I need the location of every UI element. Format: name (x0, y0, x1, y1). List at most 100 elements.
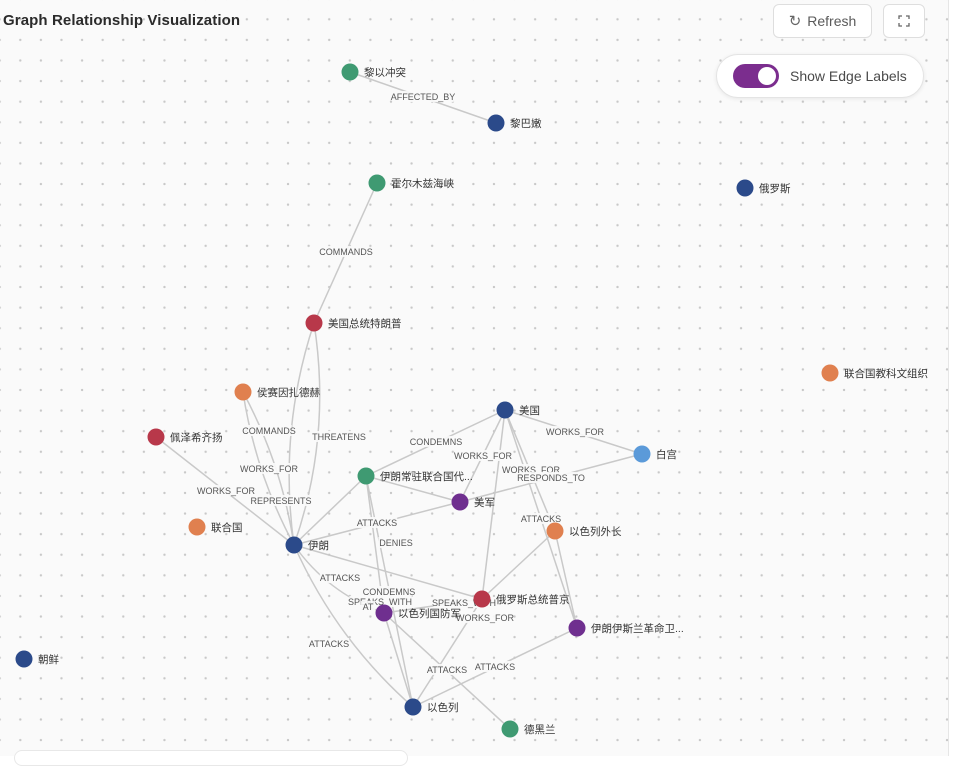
graph-node[interactable]: 白宫 (633, 445, 678, 463)
node-circle[interactable] (15, 650, 33, 668)
graph-node[interactable]: 美国总统特朗普 (305, 314, 402, 332)
graph-node[interactable]: 联合国 (188, 518, 243, 536)
node-label: 德黑兰 (524, 723, 556, 736)
node-circle[interactable] (496, 401, 514, 419)
edge-label: WORKS_FOR (197, 486, 256, 496)
node-circle[interactable] (821, 364, 839, 382)
fullscreen-icon (898, 15, 910, 27)
edge-label-background (433, 597, 495, 608)
node-circle[interactable] (451, 493, 469, 511)
refresh-icon: ↻ (788, 13, 802, 30)
graph-node[interactable]: 黎巴嫩 (487, 114, 542, 132)
edge-label: WORKS_FOR (546, 427, 605, 437)
edge-label-background (392, 91, 454, 102)
node-circle[interactable] (736, 179, 754, 197)
edge-label: RESPONDS_TO (517, 473, 585, 483)
edge-label: WORKS_FOR (454, 451, 513, 461)
edge-label: ATTACKS (357, 518, 397, 528)
graph-node[interactable]: 侯赛因扎德赫 (234, 383, 321, 401)
switch-knob (758, 67, 776, 85)
node-circle[interactable] (305, 314, 323, 332)
graph-node[interactable]: 伊朗常驻联合国代... (357, 467, 473, 485)
edge-label-background (413, 436, 459, 447)
graph-node[interactable]: 美军 (451, 493, 496, 511)
graph-node[interactable]: 黎以冲突 (341, 63, 407, 81)
graph-node[interactable]: 以色列国防军 (375, 604, 462, 622)
edge-label-background (246, 425, 292, 436)
node-circle[interactable] (341, 63, 359, 81)
node-label: 黎以冲突 (364, 66, 406, 79)
scrollbar-track[interactable] (948, 0, 960, 756)
graph-edge[interactable] (481, 530, 556, 600)
graph-edge[interactable] (293, 475, 367, 546)
edge-label: ATTACKS (309, 639, 349, 649)
edge-label: WORKS_FOR (240, 464, 299, 474)
graph-node[interactable]: 以色列 (404, 698, 459, 716)
node-circle[interactable] (368, 174, 386, 192)
edge-label-background (308, 638, 350, 649)
edge-label-background (457, 450, 509, 461)
graph-node[interactable]: 伊朗伊斯兰革命卫... (568, 619, 684, 637)
graph-edge[interactable] (293, 544, 483, 600)
graph-node[interactable]: 伊朗 (285, 536, 330, 554)
graph-node[interactable]: 霍尔木兹海峡 (368, 174, 455, 192)
graph-edge[interactable] (383, 612, 414, 708)
edge-label-background (360, 601, 376, 612)
node-circle[interactable] (404, 698, 422, 716)
graph-edge[interactable] (412, 598, 483, 708)
edge-labels-switch[interactable] (733, 64, 779, 88)
node-circle[interactable] (633, 445, 651, 463)
edge-label-background (549, 426, 601, 437)
fullscreen-button[interactable] (883, 4, 925, 38)
node-label: 联合国 (211, 521, 243, 534)
edge-label-background (459, 612, 511, 623)
graph-canvas[interactable] (0, 0, 948, 756)
graph-node[interactable]: 俄罗斯 (736, 179, 791, 197)
node-circle[interactable] (568, 619, 586, 637)
graph-node[interactable]: 佩泽希齐扬 (147, 428, 223, 446)
graph-node[interactable]: 俄罗斯总统普京 (473, 590, 570, 608)
edge-label: AT (363, 602, 374, 612)
edge-label-background (313, 431, 365, 442)
edge-label-background (356, 517, 398, 528)
node-circle[interactable] (501, 720, 519, 738)
node-circle[interactable] (546, 522, 564, 540)
refresh-button[interactable]: ↻ Refresh (773, 4, 872, 38)
node-label: 美国总统特朗普 (328, 317, 402, 330)
graph-edge[interactable] (365, 475, 461, 503)
edge-label-background (520, 472, 582, 483)
node-label: 俄罗斯 (759, 182, 791, 195)
node-circle[interactable] (285, 536, 303, 554)
edge-label-background (253, 495, 309, 506)
graph-edge[interactable] (293, 544, 414, 708)
node-circle[interactable] (147, 428, 165, 446)
graph-node[interactable]: 联合国教科文组织 (821, 364, 929, 382)
node-circle[interactable] (234, 383, 252, 401)
node-label: 俄罗斯总统普京 (496, 593, 570, 606)
refresh-label: Refresh (807, 13, 857, 29)
node-label: 佩泽希齐扬 (170, 431, 223, 444)
graph-node[interactable]: 德黑兰 (501, 720, 556, 738)
edge-label: ATTACKS (320, 573, 360, 583)
graph-edge[interactable] (481, 409, 506, 600)
edge-label: ATTACKS (521, 514, 561, 524)
node-circle[interactable] (375, 604, 393, 622)
edge-label: AFFECTED_BY (391, 92, 456, 102)
graph-node[interactable]: 朝鲜 (15, 650, 60, 668)
page-title: Graph Relationship Visualization (3, 12, 241, 29)
node-circle[interactable] (473, 590, 491, 608)
node-circle[interactable] (487, 114, 505, 132)
graph-node[interactable]: 美国 (496, 401, 541, 419)
graph-svg: AFFECTED_BY COMMANDS THREATENS COMMANDS WORK… (15, 63, 929, 738)
node-circle[interactable] (357, 467, 375, 485)
node-label: 侯赛因扎德赫 (257, 386, 320, 399)
edge-label: WORKS_FOR (502, 465, 561, 475)
edge-label: ATTACKS (427, 665, 467, 675)
edge-label-background (505, 464, 557, 475)
graph-edge[interactable] (554, 530, 578, 629)
edge-label-background (200, 485, 252, 496)
node-circle[interactable] (188, 518, 206, 536)
edge-label-background (349, 596, 411, 607)
edge-label: COMMANDS (242, 426, 296, 436)
graph-node[interactable]: 以色列外长 (546, 522, 622, 540)
